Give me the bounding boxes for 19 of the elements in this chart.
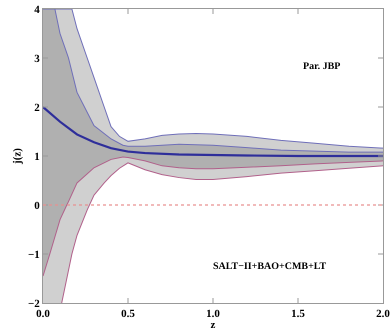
line-series: [61, 162, 383, 303]
y-tick-label: 0: [34, 200, 40, 212]
x-tick-label: 1.0: [206, 308, 220, 320]
y-tick-label: −2: [28, 298, 40, 310]
x-tick-label: 2.0: [376, 308, 390, 320]
y-tick-label: 4: [34, 4, 40, 16]
annotation: Par. JBP: [303, 61, 340, 72]
y-tick-label: −1: [28, 248, 40, 261]
y-axis-title: j(z): [12, 148, 24, 165]
line-series: [43, 106, 383, 158]
y-tick-label: 2: [34, 102, 40, 114]
x-tick-label: 1.5: [291, 308, 306, 320]
x-axis-title: z: [210, 319, 216, 331]
x-tick-label: 0.0: [36, 308, 50, 320]
x-tick-label: 0.5: [121, 308, 136, 320]
line-series: [43, 156, 383, 277]
annotation: SALT−II+BAO+CMB+LT: [213, 261, 327, 272]
y-tick-label: 3: [34, 52, 40, 65]
y-tick-label: 1: [34, 150, 40, 163]
